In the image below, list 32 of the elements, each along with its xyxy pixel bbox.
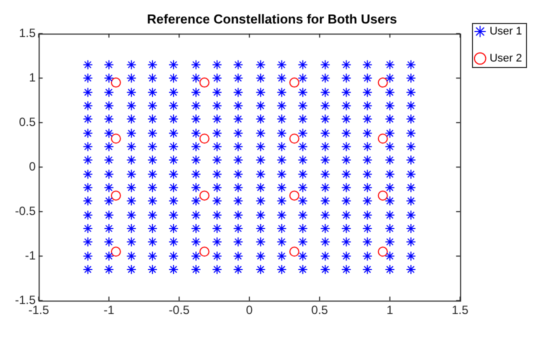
y-tick-label: 1.5: [18, 26, 36, 40]
legend-label: User 2: [490, 52, 522, 65]
point: [378, 78, 388, 88]
x-tick-label: -1: [104, 303, 115, 318]
x-tick-label: 1.5: [452, 303, 469, 318]
point: [289, 134, 300, 144]
y-tick-label: -1.5: [14, 292, 36, 307]
point: [199, 190, 210, 201]
point: [110, 78, 121, 88]
point: [289, 246, 300, 257]
y-tick-label: 0.5: [18, 114, 36, 129]
point: [378, 190, 388, 201]
point: [110, 246, 121, 257]
point: [378, 246, 388, 257]
point: [199, 78, 210, 88]
y-tick-label: -0.5: [14, 204, 36, 218]
point: [110, 134, 121, 144]
point: [199, 246, 210, 257]
x-tick-label: 0: [246, 303, 254, 318]
x-tick-label: -0.5: [168, 303, 190, 318]
point: [289, 78, 300, 88]
point: [199, 134, 210, 144]
point: [289, 190, 300, 201]
point: [110, 190, 121, 201]
point: [378, 134, 388, 144]
y-tick-label: 0: [28, 159, 36, 174]
y-tick-label: -1: [25, 248, 36, 262]
chart-title: Reference Constellations for Both Users: [147, 11, 397, 26]
y-tick-label: 1: [28, 70, 36, 84]
legend-label: User 1: [490, 26, 522, 38]
x-tick-label: 1: [386, 303, 394, 318]
x-tick-label: 0.5: [311, 303, 328, 318]
